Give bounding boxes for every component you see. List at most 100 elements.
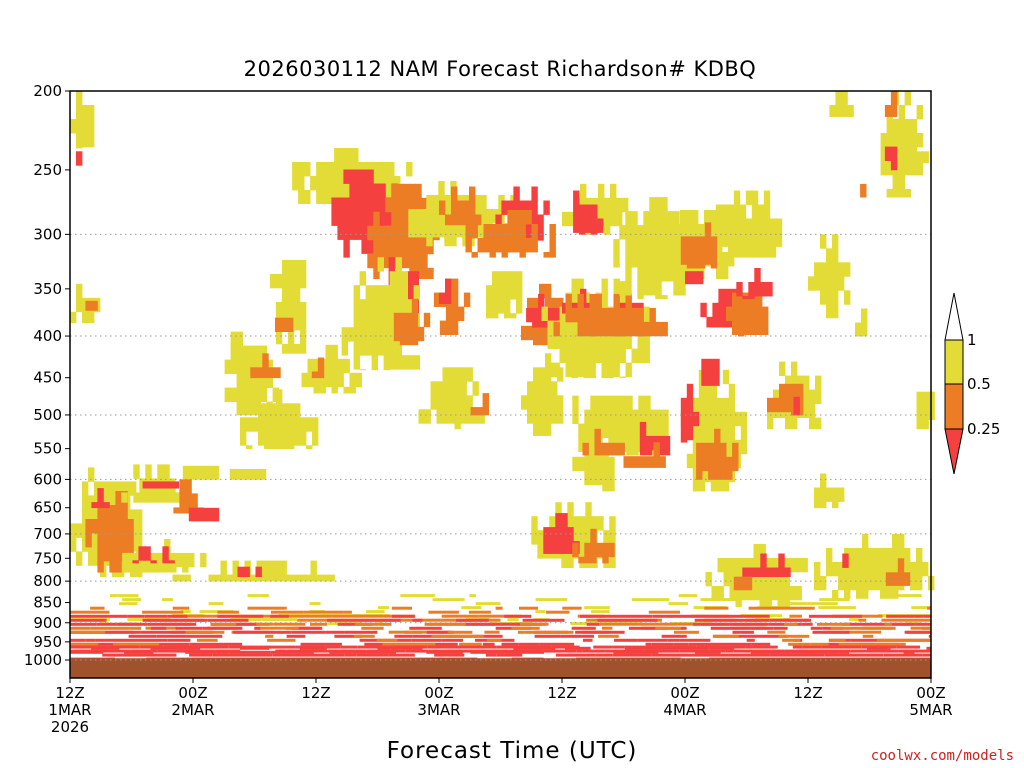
cell-high — [838, 561, 845, 577]
cell-high — [256, 574, 263, 582]
cell-high — [601, 292, 608, 307]
cell-high — [789, 557, 796, 573]
cell-mid — [655, 626, 681, 630]
cell-high — [820, 575, 827, 591]
cell-low — [802, 645, 822, 649]
cell-high — [571, 348, 578, 363]
cell-low — [507, 200, 514, 215]
cell-low — [727, 653, 737, 657]
cell-low — [266, 630, 292, 634]
cell-mid — [519, 252, 526, 258]
cell-high — [82, 481, 89, 496]
cell-mid — [572, 606, 582, 610]
cell-high — [442, 381, 449, 396]
cell-high — [359, 299, 366, 314]
cell-high — [807, 602, 838, 606]
cell-high — [76, 119, 83, 134]
cell-low — [148, 481, 155, 489]
cell-high — [341, 327, 348, 342]
cell-high — [832, 290, 839, 305]
cell-mid — [507, 238, 514, 253]
cell-mid — [927, 606, 931, 610]
cell-high — [557, 395, 564, 410]
cell-high — [322, 162, 329, 177]
cell-low — [652, 614, 684, 618]
cell-high — [127, 618, 155, 622]
cell-mid — [618, 442, 625, 456]
cell-mid — [643, 321, 650, 337]
cell-high — [598, 183, 605, 199]
cell-high — [613, 362, 620, 377]
cell-high — [655, 267, 662, 282]
cell-high — [590, 470, 597, 486]
cell-high — [309, 602, 321, 606]
cell-high — [275, 301, 283, 317]
cell-mid — [702, 442, 709, 458]
cell-high — [334, 162, 341, 177]
cell-low — [518, 642, 540, 646]
cell-high — [406, 162, 413, 177]
cell-low — [821, 645, 862, 649]
cell-high — [745, 246, 753, 258]
cell-mid — [393, 312, 401, 328]
cell-mid — [417, 326, 425, 342]
cell-low — [810, 626, 823, 630]
cell-high — [728, 439, 736, 455]
cell-high — [580, 183, 587, 199]
x-tick-label-36-0: 00Z — [424, 684, 453, 702]
cell-mid — [779, 397, 786, 413]
cell-low — [88, 649, 124, 653]
cell-high — [626, 409, 633, 424]
cell-low — [367, 239, 374, 254]
cell-high — [814, 561, 821, 577]
cell-low — [685, 271, 692, 285]
cell-mid — [829, 638, 846, 642]
cell-low — [778, 567, 785, 578]
cell-high — [254, 345, 261, 360]
cell-mid — [459, 642, 482, 646]
cell-mid — [379, 239, 386, 255]
cell-high — [359, 341, 366, 356]
cell-low — [107, 645, 125, 649]
cell-high — [377, 313, 384, 328]
cell-low — [388, 653, 415, 657]
cell-mid — [310, 622, 328, 626]
cell-low — [327, 649, 335, 653]
cell-high — [276, 431, 283, 446]
cell-high — [268, 574, 275, 582]
cell-low — [766, 282, 773, 297]
cell-high — [698, 425, 706, 441]
cell-high — [389, 313, 396, 328]
cell-high — [498, 271, 505, 286]
cell-high — [557, 409, 564, 424]
cell-mid — [465, 224, 472, 239]
cell-high — [504, 285, 511, 300]
cell-high — [674, 238, 681, 253]
cell-mid — [590, 528, 597, 544]
cell-high — [547, 334, 554, 349]
cell-low — [355, 649, 367, 653]
cell-low — [550, 307, 557, 323]
cell-high — [898, 133, 905, 148]
cell-mid — [172, 614, 213, 618]
cell-high — [559, 320, 566, 335]
cell-high — [545, 353, 552, 368]
cell-low — [914, 614, 924, 618]
cell-mid — [733, 576, 741, 591]
cell-high — [704, 383, 712, 399]
cell-mid — [565, 293, 572, 309]
cell-high — [814, 276, 821, 291]
cell-high — [721, 218, 729, 233]
cell-high — [242, 359, 249, 374]
cell-high — [475, 602, 501, 606]
cell-mid — [317, 371, 325, 379]
cell-high — [533, 409, 540, 424]
cell-mid — [577, 307, 584, 323]
cell-high — [721, 598, 740, 602]
cell-low — [367, 183, 374, 198]
cell-high — [607, 362, 614, 377]
cell-mid — [702, 456, 709, 472]
cell-high — [608, 456, 615, 472]
cell-mid — [619, 307, 626, 323]
